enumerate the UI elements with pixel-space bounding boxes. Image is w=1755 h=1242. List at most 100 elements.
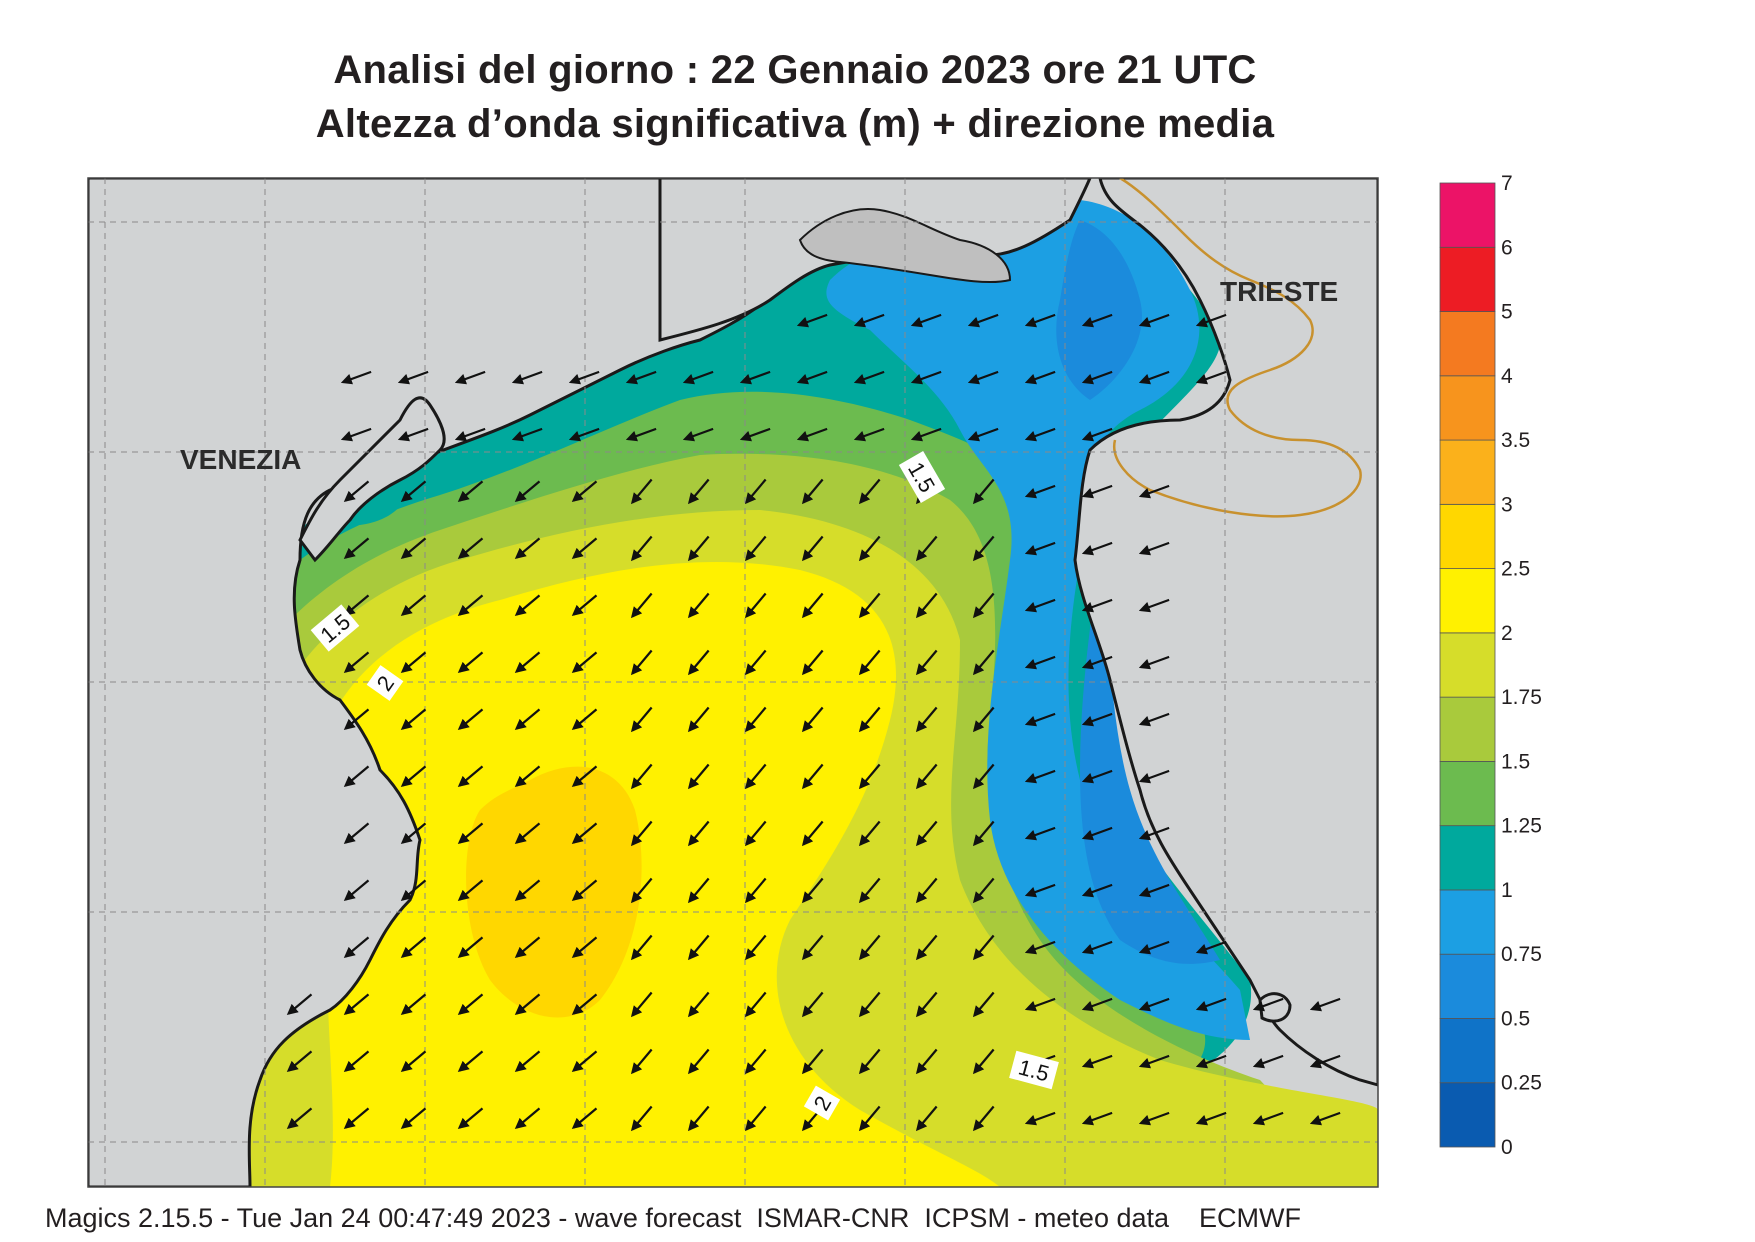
wave-direction-arrow bbox=[915, 1105, 938, 1132]
wave-direction-arrow bbox=[630, 991, 653, 1018]
wave-direction-arrow bbox=[1138, 541, 1170, 556]
wave-direction-arrow bbox=[915, 820, 938, 847]
wave-direction-arrow bbox=[739, 370, 771, 385]
wave-direction-arrow bbox=[1024, 313, 1056, 328]
wave-direction-arrow bbox=[1024, 712, 1056, 727]
sea-blue-core-05 bbox=[1056, 220, 1142, 400]
wave-direction-arrow bbox=[853, 370, 885, 385]
wave-direction-arrow bbox=[1138, 883, 1170, 898]
colorbar-swatch bbox=[1439, 1082, 1496, 1148]
wave-direction-arrow bbox=[571, 936, 598, 959]
wave-direction-arrow bbox=[1024, 997, 1056, 1012]
wave-direction-arrow bbox=[1138, 313, 1170, 328]
wave-direction-arrow bbox=[514, 480, 541, 503]
wave-direction-arrow bbox=[972, 1048, 995, 1075]
wave-direction-arrow bbox=[1024, 1111, 1056, 1126]
colorbar-swatch bbox=[1439, 696, 1496, 762]
colorbar-swatch bbox=[1439, 246, 1496, 312]
wave-direction-arrow bbox=[1081, 598, 1113, 613]
wave-direction-arrow bbox=[625, 427, 657, 442]
wave-direction-arrow bbox=[801, 991, 824, 1018]
wave-direction-arrow bbox=[514, 822, 541, 845]
wave-direction-arrow bbox=[1024, 940, 1056, 955]
wave-direction-arrow bbox=[858, 592, 881, 619]
wave-direction-arrow bbox=[972, 592, 995, 619]
wave-direction-arrow bbox=[1309, 1111, 1341, 1126]
wave-direction-arrow bbox=[286, 1107, 313, 1130]
colorbar-swatch bbox=[1439, 503, 1496, 570]
colorbar-swatch bbox=[1439, 632, 1496, 698]
wave-direction-arrow bbox=[514, 765, 541, 788]
wave-direction-arrow bbox=[1138, 997, 1170, 1012]
wave-direction-arrow bbox=[457, 594, 484, 617]
wave-direction-arrow bbox=[630, 1048, 653, 1075]
land-istria bbox=[1073, 178, 1378, 1087]
wave-direction-arrow bbox=[511, 370, 543, 385]
label-venezia: VENEZIA bbox=[180, 444, 301, 475]
wave-direction-arrow bbox=[514, 1050, 541, 1073]
wave-direction-arrow bbox=[858, 1105, 881, 1132]
wave-direction-arrow bbox=[571, 879, 598, 902]
wave-direction-arrow bbox=[687, 991, 710, 1018]
wave-direction-arrow bbox=[571, 822, 598, 845]
sea-max-core-3 bbox=[466, 766, 642, 1018]
wave-direction-arrow bbox=[967, 370, 999, 385]
colorbar-tick-label: 1.25 bbox=[1501, 815, 1542, 838]
wave-direction-arrow bbox=[801, 934, 824, 961]
wave-direction-arrow bbox=[571, 708, 598, 731]
colorbar-tick-label: 2.5 bbox=[1501, 558, 1530, 581]
land-italy-west bbox=[88, 178, 822, 1187]
wave-direction-arrow bbox=[972, 649, 995, 676]
wave-direction-arrow bbox=[972, 706, 995, 733]
wave-direction-arrow bbox=[630, 592, 653, 619]
wave-direction-arrow bbox=[454, 427, 486, 442]
wave-direction-arrow bbox=[457, 537, 484, 560]
wave-direction-arrow bbox=[972, 763, 995, 790]
colorbar-tick-label: 0.25 bbox=[1501, 1072, 1542, 1095]
wave-direction-arrow bbox=[1024, 541, 1056, 556]
wave-direction-arrow bbox=[858, 820, 881, 847]
wave-direction-arrow bbox=[457, 822, 484, 845]
wave-direction-arrow bbox=[1195, 370, 1227, 385]
wave-direction-arrow bbox=[801, 535, 824, 562]
wave-direction-arrow bbox=[457, 879, 484, 902]
wave-direction-arrow bbox=[687, 478, 710, 505]
wave-direction-arrow bbox=[1081, 313, 1113, 328]
colorbar-swatch bbox=[1439, 1018, 1496, 1084]
wave-direction-arrow bbox=[910, 370, 942, 385]
wave-direction-arrow bbox=[400, 537, 427, 560]
wave-direction-arrow bbox=[744, 592, 767, 619]
wave-direction-arrow bbox=[853, 313, 885, 328]
wave-direction-arrow bbox=[687, 1048, 710, 1075]
colorbar-tick-label: 1.5 bbox=[1501, 750, 1530, 773]
wave-direction-arrow bbox=[630, 706, 653, 733]
wave-direction-arrow bbox=[682, 370, 714, 385]
wave-direction-arrow bbox=[630, 877, 653, 904]
land-brijuni bbox=[1258, 992, 1292, 1023]
wave-direction-arrows bbox=[286, 313, 1341, 1132]
map-panel[interactable] bbox=[88, 178, 1378, 1190]
colorbar-tick-label: 2 bbox=[1501, 622, 1513, 645]
wave-direction-arrow bbox=[858, 1048, 881, 1075]
colorbar-tick-label: 3.5 bbox=[1501, 429, 1530, 452]
wave-direction-arrow bbox=[571, 594, 598, 617]
wave-direction-arrow bbox=[343, 651, 370, 674]
colorbar-swatch bbox=[1439, 439, 1496, 505]
wave-direction-arrow bbox=[571, 537, 598, 560]
contour-label-2-south: 2 bbox=[803, 1085, 841, 1121]
wave-direction-arrow bbox=[400, 879, 427, 902]
wave-direction-arrow bbox=[744, 1105, 767, 1132]
wave-direction-arrow bbox=[397, 427, 429, 442]
map-subtitle: Altezza d’onda significativa (m) + direz… bbox=[315, 102, 1275, 146]
map-title: Analisi del giorno : 22 Gennaio 2023 ore… bbox=[333, 48, 1257, 92]
wave-direction-arrow bbox=[457, 765, 484, 788]
wave-direction-arrow bbox=[1309, 1054, 1341, 1069]
colorbar-swatch bbox=[1439, 953, 1496, 1019]
wave-direction-arrow bbox=[1138, 826, 1170, 841]
wave-direction-arrow bbox=[801, 763, 824, 790]
wave-direction-arrow bbox=[457, 651, 484, 674]
wave-direction-arrow bbox=[687, 763, 710, 790]
wave-direction-arrow bbox=[1081, 712, 1113, 727]
wave-direction-arrow bbox=[1081, 883, 1113, 898]
wave-direction-arrow bbox=[801, 478, 824, 505]
